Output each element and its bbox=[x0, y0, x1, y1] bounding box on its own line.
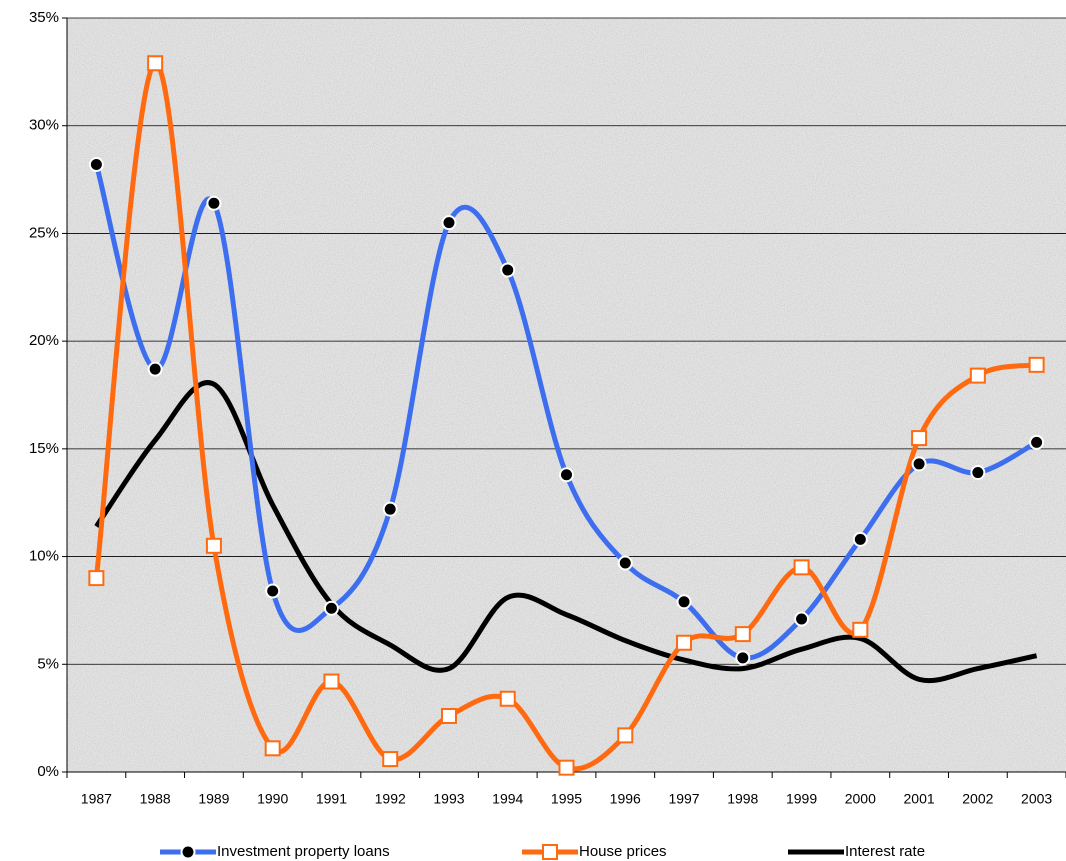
x-tick-label: 1990 bbox=[257, 791, 288, 807]
point bbox=[1029, 434, 1045, 450]
x-tick-label: 1997 bbox=[668, 791, 699, 807]
x-tick-label: 1998 bbox=[727, 791, 758, 807]
point bbox=[794, 611, 810, 627]
y-tick-label: 20% bbox=[29, 332, 59, 349]
y-tick-label: 25% bbox=[29, 224, 59, 241]
legend-label: Interest rate bbox=[845, 843, 925, 860]
point bbox=[735, 650, 751, 666]
legend-label: Investment property loans bbox=[217, 843, 390, 860]
y-tick-label: 5% bbox=[37, 655, 59, 672]
x-tick-label: 1989 bbox=[198, 791, 229, 807]
plot-texture bbox=[67, 18, 1066, 772]
point bbox=[323, 600, 339, 616]
point bbox=[676, 634, 693, 651]
point bbox=[206, 195, 222, 211]
point bbox=[969, 367, 986, 384]
point bbox=[147, 361, 163, 377]
point bbox=[382, 501, 398, 517]
point bbox=[734, 626, 751, 643]
point bbox=[558, 759, 575, 776]
y-tick-label: 0% bbox=[37, 763, 59, 780]
point bbox=[88, 156, 104, 172]
y-tick-label: 30% bbox=[29, 117, 59, 134]
point bbox=[323, 673, 340, 690]
x-tick-label: 1992 bbox=[375, 791, 406, 807]
point bbox=[617, 555, 633, 571]
point bbox=[852, 621, 869, 638]
point bbox=[499, 690, 516, 707]
point bbox=[542, 844, 558, 860]
point bbox=[147, 55, 164, 72]
point bbox=[793, 559, 810, 576]
y-tick-label: 10% bbox=[29, 548, 59, 565]
point bbox=[911, 430, 928, 447]
point bbox=[911, 456, 927, 472]
x-tick-label: 2002 bbox=[962, 791, 993, 807]
x-tick-label: 1993 bbox=[433, 791, 464, 807]
x-tick-label: 1991 bbox=[316, 791, 347, 807]
point bbox=[441, 215, 457, 231]
point bbox=[852, 531, 868, 547]
point bbox=[265, 583, 281, 599]
y-tick-label: 35% bbox=[29, 9, 59, 26]
x-tick-label: 1996 bbox=[610, 791, 641, 807]
y-tick-label: 15% bbox=[29, 440, 59, 457]
point bbox=[500, 262, 516, 278]
point bbox=[970, 465, 986, 481]
legend-label: House prices bbox=[579, 843, 667, 860]
x-tick-label: 1987 bbox=[81, 791, 112, 807]
x-tick-label: 1995 bbox=[551, 791, 582, 807]
x-tick-label: 1999 bbox=[786, 791, 817, 807]
series-line bbox=[94, 380, 1038, 684]
x-tick-label: 2000 bbox=[845, 791, 876, 807]
point bbox=[205, 537, 222, 554]
point bbox=[676, 594, 692, 610]
point bbox=[559, 467, 574, 483]
point bbox=[382, 751, 399, 768]
point bbox=[180, 844, 196, 860]
point bbox=[617, 727, 634, 744]
point bbox=[88, 570, 105, 587]
x-tick-label: 2001 bbox=[904, 791, 935, 807]
x-tick-label: 1988 bbox=[140, 791, 171, 807]
series-line bbox=[93, 163, 1038, 661]
point bbox=[1028, 356, 1045, 373]
x-tick-label: 2003 bbox=[1021, 791, 1052, 807]
x-tick-label: 1994 bbox=[492, 791, 523, 807]
point bbox=[440, 707, 457, 724]
point bbox=[264, 740, 281, 757]
